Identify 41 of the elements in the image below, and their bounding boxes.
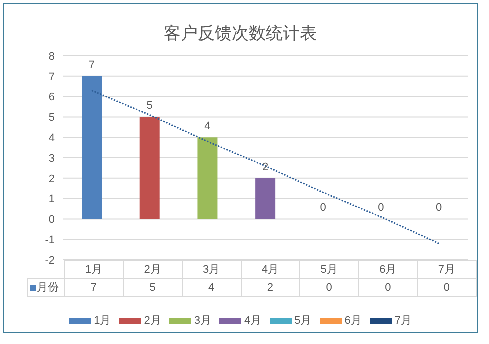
text: 0 [436, 202, 442, 214]
text: 5 [146, 100, 153, 112]
y-tick-label: 8 [48, 50, 55, 63]
x-tick-label: 1月 [64, 260, 124, 278]
chart-title: 客户反馈次数统计表 [163, 23, 318, 45]
legend-label: 月份 [28, 278, 64, 296]
y-tick-label: 6 [48, 92, 55, 104]
text: 7 [88, 59, 95, 72]
category-label: 2月 [144, 315, 162, 327]
y-tick-label: 2 [48, 173, 55, 186]
category-label: 6月 [344, 315, 362, 327]
y-tick-label: -1 [45, 234, 55, 247]
text: 0 [378, 202, 384, 214]
data-label: 4 [182, 278, 242, 296]
y-tick-label: -2 [45, 254, 55, 267]
data-label: 2 [241, 278, 300, 296]
category-label: 5月 [294, 315, 312, 327]
x-tick-label: 4月 [241, 260, 300, 278]
y-tick-label: 0 [48, 214, 55, 226]
x-tick-label: 7月 [418, 260, 476, 278]
x-tick-label: 6月 [358, 260, 418, 278]
data-label: 0 [358, 278, 418, 296]
data-label: 7 [64, 278, 124, 296]
text: 0 [320, 202, 326, 214]
y-tick-label: 7 [48, 71, 55, 84]
category-label: 4月 [244, 315, 262, 327]
category-label: 7月 [394, 315, 412, 327]
y-tick-label: 3 [48, 152, 55, 165]
y-tick-label: 4 [48, 132, 55, 145]
x-tick-label: 3月 [182, 260, 242, 278]
x-tick-label: 5月 [300, 260, 359, 278]
x-tick-label: 2月 [123, 260, 182, 278]
data-label: 0 [300, 278, 359, 296]
line-series [91, 90, 440, 244]
data-label: 5 [123, 278, 182, 296]
category-label: 1月 [94, 315, 112, 327]
text: 4 [204, 120, 211, 133]
y-tick-label: 5 [48, 112, 55, 124]
category-label: 3月 [194, 315, 212, 327]
y-tick-label: 1 [48, 194, 55, 206]
data-label: 0 [418, 278, 476, 296]
